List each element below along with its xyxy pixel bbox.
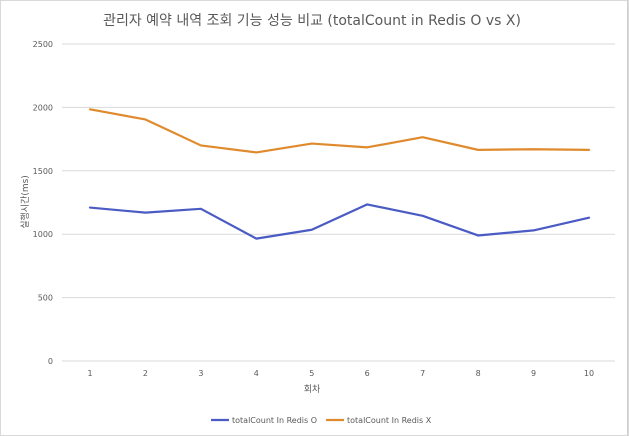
x-tick-label: 9 [531,369,536,378]
x-tick-label: 8 [476,369,481,378]
legend: totalCount In Redis O totalCount In Redis… [211,416,432,425]
y-axis-ticks: 0 500 1000 1500 2000 2500 [33,40,53,366]
legend-label: totalCount In Redis X [347,416,432,425]
series-line-1 [88,203,591,240]
x-tick-label: 4 [254,369,259,378]
series-lines [88,108,591,240]
y-tick-label: 1500 [33,167,53,176]
x-tick-label: 5 [309,369,314,378]
y-tick-label: 1000 [33,230,53,239]
y-tick-label: 500 [38,294,53,303]
x-tick-label: 7 [420,369,425,378]
x-tick-label: 6 [365,369,370,378]
gridlines [62,43,615,362]
y-tick-label: 2000 [33,103,53,112]
window-edge [627,0,628,436]
x-tick-label: 3 [198,369,203,378]
y-tick-label: 2500 [33,40,53,49]
y-tick-label: 0 [48,357,53,366]
y-axis-label: 실행시간(ms) [19,175,31,229]
legend-label: totalCount In Redis O [232,416,317,425]
x-tick-label: 2 [143,369,148,378]
series-line-2 [88,108,591,154]
x-tick-label: 10 [584,369,594,378]
x-axis-ticks: 1 2 3 4 5 6 7 8 9 10 [87,369,594,378]
x-tick-label: 1 [87,369,92,378]
chart-title: 관리자 예약 내역 조회 기능 성능 비교 (totalCount in Red… [103,13,521,29]
x-axis-label: 회차 [304,383,321,395]
